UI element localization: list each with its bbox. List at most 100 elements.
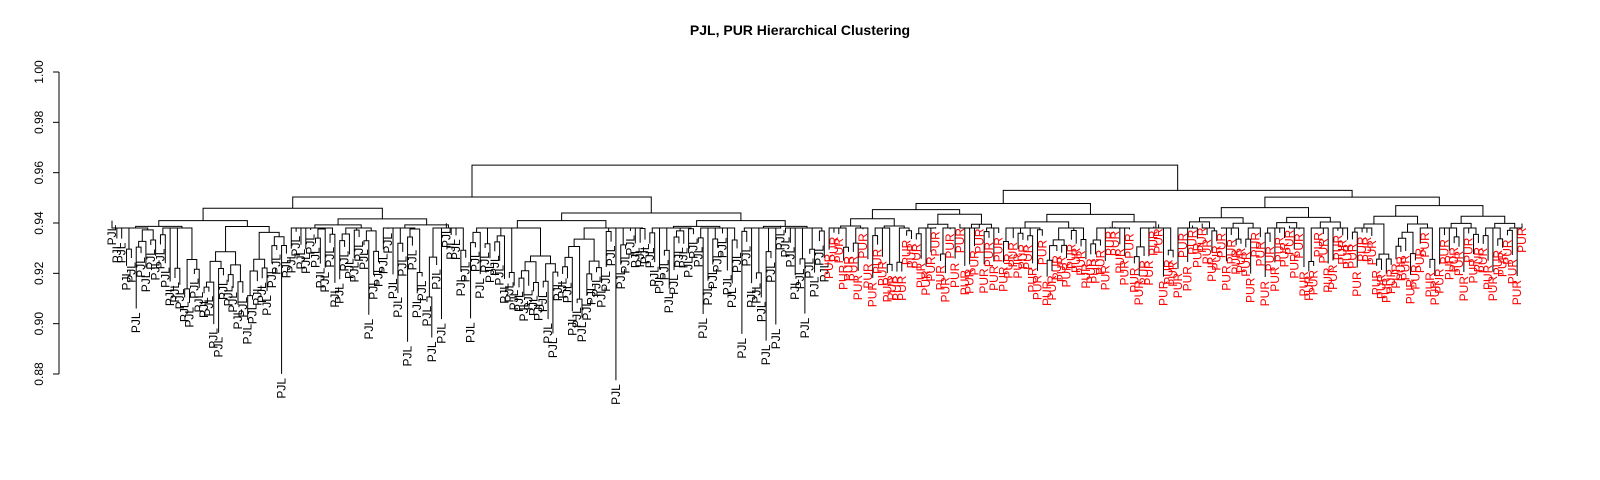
dendrogram-branch xyxy=(1227,227,1240,240)
leaf-label-pjl: PJL xyxy=(294,248,308,269)
dendrogram-branch xyxy=(993,227,1000,262)
leaf-label-pur: PUR xyxy=(1515,227,1529,253)
leaf-label-pjl: PJL xyxy=(691,246,705,267)
leaf-label-pur: PUR xyxy=(1302,275,1316,301)
leaf-label-pjl: PJL xyxy=(551,280,565,301)
leaf-label-pjl: PJL xyxy=(779,236,793,257)
leaf-label-pjl: PJL xyxy=(434,323,448,344)
leaf-label-pur: PUR xyxy=(963,268,977,294)
dendrogram-branch xyxy=(561,212,742,221)
leaf-label-pjl: PJL xyxy=(745,287,759,308)
leaf-label-pur: PUR xyxy=(1166,261,1180,287)
leaf-label-pjl: PJL xyxy=(686,238,700,259)
leaf-label-pur: PUR xyxy=(1345,243,1359,269)
leaf-label-pjl: PJL xyxy=(575,321,589,342)
leaf-label-pur: PUR xyxy=(938,277,952,303)
leaf-label-pjl: PJL xyxy=(120,270,134,291)
leaf-label-pur: PUR xyxy=(1428,280,1442,306)
leaf-label-pur: PUR xyxy=(856,233,870,259)
leaf-label-pjl: PJL xyxy=(236,297,250,318)
leaf-label-pur: PUR xyxy=(875,260,889,286)
dendrogram-branch xyxy=(1036,229,1043,271)
leaf-label-pur: PUR xyxy=(1161,259,1175,285)
leaf-label-pur: PUR xyxy=(1244,277,1258,303)
dendrogram-branch xyxy=(688,228,694,254)
leaf-label-pjl: PJL xyxy=(168,282,182,303)
dendrogram-branch xyxy=(337,218,428,225)
leaf-label-pur: PUR xyxy=(1326,264,1340,290)
dendrogram-branch xyxy=(258,231,280,260)
leaf-label-pur: PUR xyxy=(880,277,894,303)
leaf-label-pjl: PJL xyxy=(798,317,812,338)
dendrogram-branch xyxy=(1264,196,1440,208)
leaf-label-pjl: PJL xyxy=(725,287,739,308)
dendrogram-branch xyxy=(1276,222,1298,229)
leaf-label-pjl: PJL xyxy=(808,276,822,297)
dendrogram-branch xyxy=(1366,227,1373,237)
leaf-label-pjl: PJL xyxy=(299,253,313,274)
dendrogram-branch xyxy=(1342,227,1349,240)
y-tick-label: 1.00 xyxy=(32,60,46,84)
dendrogram-branch xyxy=(162,227,171,282)
leaf-label-pur: PUR xyxy=(1074,250,1088,276)
dendrogram-branch xyxy=(835,227,847,248)
leaf-label-pur: PUR xyxy=(904,243,918,269)
dendrogram-branch xyxy=(281,245,287,374)
dendrogram-branch xyxy=(704,227,716,239)
dendrogram-branch xyxy=(583,227,628,240)
leaf-label-pur: PUR xyxy=(1069,247,1083,273)
leaf-label-pur: PUR xyxy=(1205,256,1219,282)
dendrogram-branch xyxy=(878,227,891,265)
leaf-label-pur: PUR xyxy=(837,264,851,290)
leaf-label-pjl: PJL xyxy=(536,291,550,312)
leaf-label-pur: PUR xyxy=(1374,274,1388,300)
leaf-label-pur: PUR xyxy=(1064,243,1078,269)
leaf-label-pur: PUR xyxy=(1268,266,1282,292)
leaf-label-pjl: PJL xyxy=(381,233,395,254)
leaf-label-pur: PUR xyxy=(1350,271,1364,297)
leaf-label-pjl: PJL xyxy=(512,291,526,312)
leaf-label-pur: PUR xyxy=(1442,254,1456,280)
leaf-label-pjl: PJL xyxy=(672,247,686,268)
leaf-label-pur: PUR xyxy=(1263,246,1277,272)
leaf-label-pjl: PJL xyxy=(609,384,623,405)
leaf-label-pjl: PJL xyxy=(226,292,240,313)
leaf-label-pjl: PJL xyxy=(105,224,119,245)
leaf-label-pjl: PJL xyxy=(812,245,826,266)
dendrogram-branch xyxy=(850,218,895,227)
leaf-label-pur: PUR xyxy=(895,275,909,301)
dendrogram-branch xyxy=(973,224,980,247)
dendrogram-branch xyxy=(1061,244,1068,259)
leaf-label-pjl: PJL xyxy=(657,259,671,280)
leaf-label-pjl: PJL xyxy=(333,283,347,304)
leaf-label-pur: PUR xyxy=(1399,255,1413,281)
leaf-label-pjl: PJL xyxy=(735,338,749,359)
y-tick-label: 0.98 xyxy=(32,110,46,134)
dendrogram-branch xyxy=(1279,227,1286,238)
dendrogram-branch xyxy=(1029,227,1041,236)
leaf-label-pjl: PJL xyxy=(560,282,574,303)
leaf-label-pjl: PJL xyxy=(468,251,482,272)
dendrogram-branch xyxy=(1494,222,1516,229)
dendrogram-branch xyxy=(843,246,849,261)
leaf-label-pjl: PJL xyxy=(415,280,429,301)
leaf-label-pur: PUR xyxy=(972,228,986,254)
dendrogram-branch xyxy=(871,209,961,219)
leaf-label-pjl: PJL xyxy=(401,345,415,366)
leaf-label-pur: PUR xyxy=(1355,236,1369,262)
dendrogram-branch xyxy=(1080,239,1087,260)
leaf-label-pur: PUR xyxy=(846,256,860,282)
dendrogram-branch xyxy=(1376,258,1382,270)
dendrogram-branch xyxy=(174,267,181,285)
leaf-label-pur: PUR xyxy=(1079,263,1093,289)
dendrogram-branch xyxy=(249,270,258,296)
dendrogram-branch xyxy=(1506,229,1513,255)
leaf-label-pjl: PJL xyxy=(216,279,230,300)
leaf-label-pur: PUR xyxy=(1035,239,1049,265)
dendrogram-branch xyxy=(831,227,840,235)
dendrogram-branch xyxy=(317,228,326,268)
leaf-label-pur: PUR xyxy=(977,268,991,294)
dendrogram-branch xyxy=(253,258,266,271)
dendrogram-branch xyxy=(1395,245,1402,260)
leaf-label-pur: PUR xyxy=(861,263,875,289)
